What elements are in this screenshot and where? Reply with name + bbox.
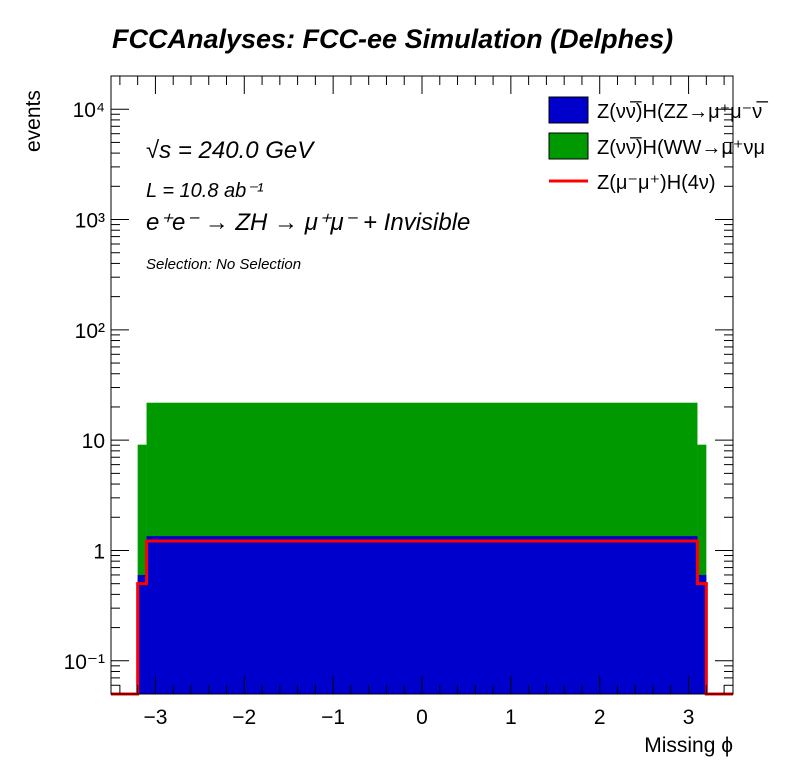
- annotation-process: e⁺e⁻ → ZH → μ⁺μ⁻ + Invisible: [146, 209, 470, 236]
- x-tick-label: 1: [505, 706, 517, 729]
- x-axis-label: Missing ϕ: [644, 734, 733, 757]
- axis-layer: −3 −2 −1 0 1 2 3 10⁻¹ 1 10 10² 10³ 10⁴: [64, 75, 734, 729]
- legend-entry-mumu: Z(μ⁻μ⁺)H(4ν): [549, 172, 716, 194]
- legend-entry-zz: Z(νν̅)H(ZZ→μ⁺μ⁻ν̅: [548, 96, 768, 124]
- bar-zz-bin-1: [137, 574, 147, 694]
- histogram-layer: [111, 402, 733, 696]
- line-series-mumu: [111, 539, 733, 696]
- x-tick-label: −1: [321, 706, 345, 729]
- annotation-sqrt-s: √s = 240.0 GeV: [146, 137, 315, 164]
- legend-entry-ww: Z(νν̅)H(WW→μ⁺νμ: [548, 132, 765, 160]
- y-tick-label: 10: [82, 430, 105, 453]
- y-tick-label: 10⁴: [73, 99, 105, 122]
- x-tick-label: −2: [232, 706, 256, 729]
- annotation-luminosity: L = 10.8 ab⁻¹: [146, 180, 264, 202]
- x-tick-label: 2: [594, 706, 606, 729]
- legend-label-mumu: Z(μ⁻μ⁺)H(4ν): [597, 172, 716, 194]
- legend-swatch-ww: [548, 132, 589, 160]
- bar-zz-bin-3: [697, 574, 707, 694]
- legend-swatch-zz: [548, 96, 589, 124]
- chart-title: FCCAnalyses: FCC-ee Simulation (Delphes): [112, 24, 673, 54]
- y-tick-label: 1: [93, 540, 105, 563]
- bar-zz-bin-2: [146, 536, 698, 694]
- legend: Z(νν̅)H(ZZ→μ⁺μ⁻ν̅ Z(νν̅)H(WW→μ⁺νμ Z(μ⁻μ⁺…: [548, 96, 768, 194]
- legend-label-zz: Z(νν̅)H(ZZ→μ⁺μ⁻ν̅: [597, 100, 768, 123]
- y-axis-label: events: [22, 90, 45, 152]
- x-tick-label: −3: [143, 706, 167, 729]
- y-tick-label: 10²: [75, 320, 105, 343]
- x-tick-label: 0: [416, 706, 428, 729]
- bar-ww-bin-3: [697, 444, 707, 694]
- bar-ww-bin-1: [137, 444, 147, 694]
- annotation-selection: Selection: No Selection: [146, 256, 301, 273]
- y-tick-label: 10⁻¹: [64, 651, 105, 674]
- x-tick-label: 3: [683, 706, 695, 729]
- y-tick-label: 10³: [75, 210, 105, 233]
- legend-label-ww: Z(νν̅)H(WW→μ⁺νμ: [597, 136, 765, 159]
